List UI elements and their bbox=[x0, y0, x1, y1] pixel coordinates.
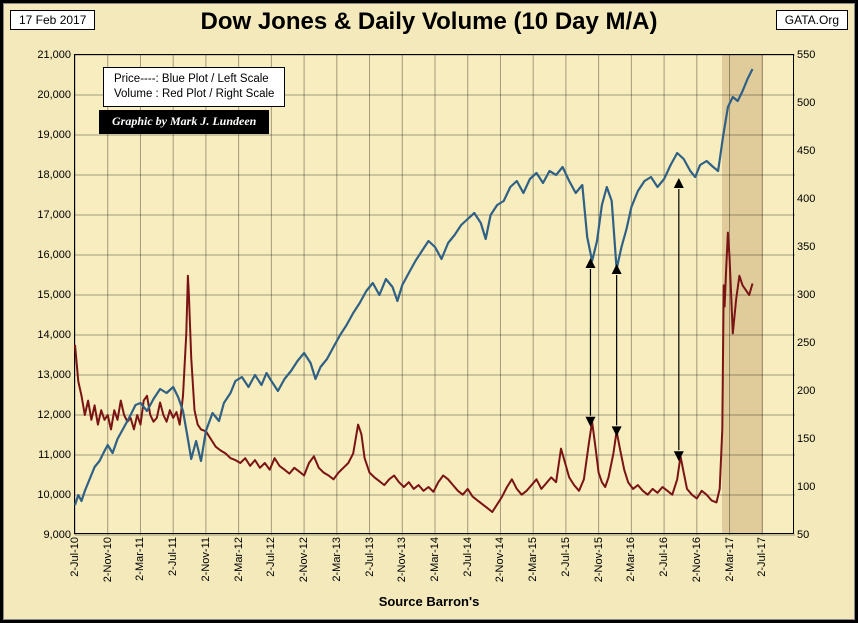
x-tick: 2-Nov-13 bbox=[396, 537, 408, 582]
y-left-tick: 18,000 bbox=[37, 169, 71, 181]
x-tick: 2-Mar-14 bbox=[429, 537, 441, 582]
x-tick: 2-Jul-11 bbox=[167, 537, 179, 576]
header: 17 Feb 2017 Dow Jones & Daily Volume (10… bbox=[4, 4, 854, 42]
x-tick: 2-Jul-17 bbox=[756, 537, 768, 577]
y-right-tick: 400 bbox=[797, 193, 815, 205]
chart-panel: 17 Feb 2017 Dow Jones & Daily Volume (10… bbox=[3, 3, 855, 620]
x-tick: 2-Jul-14 bbox=[462, 537, 474, 577]
source-org: GATA.Org bbox=[776, 10, 848, 30]
chart-frame: 17 Feb 2017 Dow Jones & Daily Volume (10… bbox=[0, 0, 858, 623]
x-tick: 2-Nov-14 bbox=[494, 537, 506, 582]
y-left-tick: 20,000 bbox=[37, 89, 71, 101]
y-left-tick: 11,000 bbox=[38, 449, 71, 461]
x-tick: 2-Mar-11 bbox=[134, 537, 146, 581]
y-left-tick: 15,000 bbox=[37, 289, 71, 301]
legend: Price----: Blue Plot / Left Scale Volume… bbox=[103, 67, 285, 107]
y-right-tick: 500 bbox=[797, 97, 815, 109]
y-right-tick: 50 bbox=[797, 529, 809, 541]
x-tick: 2-Nov-15 bbox=[593, 537, 605, 582]
x-tick: 2-Jul-13 bbox=[364, 537, 376, 577]
y-right-tick: 200 bbox=[797, 385, 815, 397]
x-tick: 2-Nov-11 bbox=[200, 537, 212, 581]
y-left-tick: 16,000 bbox=[37, 249, 71, 261]
y-right-tick: 100 bbox=[797, 481, 815, 493]
y-right-tick: 450 bbox=[797, 145, 815, 157]
y-right-tick: 150 bbox=[797, 433, 815, 445]
y-left-tick: 21,000 bbox=[37, 49, 71, 61]
y-left-tick: 19,000 bbox=[37, 129, 71, 141]
y-right-tick: 250 bbox=[797, 337, 815, 349]
x-tick: 2-Jul-12 bbox=[265, 537, 277, 577]
x-tick: 2-Nov-12 bbox=[298, 537, 310, 582]
x-tick: 2-Mar-16 bbox=[625, 537, 637, 582]
x-tick: 2-Mar-12 bbox=[233, 537, 245, 582]
x-tick: 2-Jul-15 bbox=[560, 537, 572, 577]
y-right-tick: 300 bbox=[797, 289, 815, 301]
legend-line-price: Price----: Blue Plot / Left Scale bbox=[114, 72, 274, 87]
y-left-tick: 9,000 bbox=[43, 529, 71, 541]
y-right-tick: 350 bbox=[797, 241, 815, 253]
x-tick: 2-Mar-13 bbox=[331, 537, 343, 582]
y-left-tick: 14,000 bbox=[37, 329, 71, 341]
credit-box: Graphic by Mark J. Lundeen bbox=[99, 110, 269, 134]
x-tick: 2-Nov-10 bbox=[102, 537, 114, 582]
chart-title: Dow Jones & Daily Volume (10 Day M/A) bbox=[4, 8, 854, 36]
x-tick: 2-Nov-16 bbox=[691, 537, 703, 582]
y-left-tick: 12,000 bbox=[37, 409, 71, 421]
legend-line-volume: Volume : Red Plot / Right Scale bbox=[114, 87, 274, 102]
x-tick: 2-Mar-15 bbox=[527, 537, 539, 582]
y-left-tick: 13,000 bbox=[37, 369, 71, 381]
chart-footer: Source Barron's bbox=[4, 594, 854, 609]
x-tick: 2-Mar-17 bbox=[724, 537, 736, 582]
y-right-tick: 550 bbox=[797, 49, 815, 61]
x-tick: 2-Jul-16 bbox=[658, 537, 670, 577]
plot-area: Price----: Blue Plot / Left Scale Volume… bbox=[74, 54, 794, 534]
y-left-tick: 10,000 bbox=[37, 489, 71, 501]
x-tick: 2-Jul-10 bbox=[69, 537, 81, 577]
y-left-tick: 17,000 bbox=[37, 209, 71, 221]
